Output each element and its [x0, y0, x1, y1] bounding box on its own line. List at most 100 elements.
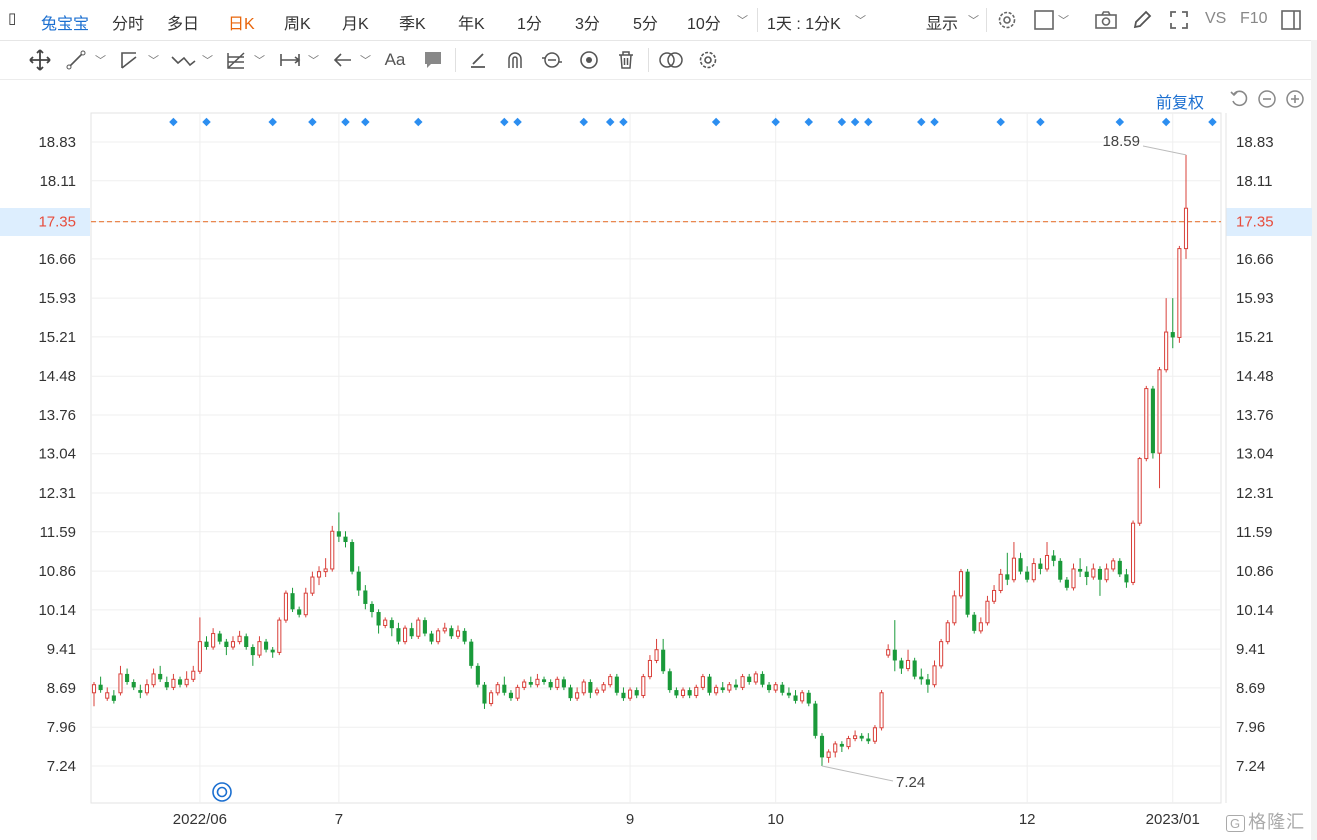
line-icon[interactable]	[63, 47, 89, 73]
candle	[111, 690, 116, 704]
candle-body	[839, 743, 844, 747]
candle	[978, 617, 983, 634]
chevron-down-icon[interactable]: ﹀	[254, 55, 265, 67]
period-tab-active[interactable]: 日K	[228, 16, 255, 33]
chevron-down-icon[interactable]: ﹀	[737, 15, 748, 27]
period-tab[interactable]: 季K	[399, 16, 426, 33]
reset-icon[interactable]	[1229, 89, 1249, 109]
magnet-icon[interactable]	[502, 47, 528, 73]
candle-body	[634, 690, 639, 696]
candle-body	[1104, 568, 1109, 581]
candle-body	[1131, 522, 1136, 583]
move-icon[interactable]	[27, 47, 53, 73]
chevron-down-icon[interactable]: ﹀	[360, 55, 371, 67]
trash-icon[interactable]	[613, 47, 639, 73]
candle	[1117, 558, 1122, 578]
period-tab[interactable]: 10分	[687, 16, 721, 33]
zoom-out-icon[interactable]	[1257, 89, 1277, 109]
period-tab[interactable]: 多日	[167, 16, 200, 33]
chevron-down-icon[interactable]: ﹀	[968, 15, 979, 27]
candle	[144, 679, 149, 696]
x-tick-label: 12	[1019, 811, 1036, 828]
candle-body	[614, 676, 619, 693]
vs-button[interactable]: VS	[1205, 10, 1227, 27]
candle-body	[687, 690, 692, 696]
candle	[628, 687, 633, 701]
pen-icon[interactable]	[1131, 9, 1153, 31]
event-marker-icon[interactable]	[211, 781, 233, 803]
candle-body	[985, 600, 990, 624]
adjust-mode-button[interactable]: 前复权	[1156, 95, 1205, 112]
period-tab[interactable]: 3分	[575, 16, 600, 33]
candle	[767, 682, 772, 693]
candle	[422, 617, 427, 637]
y-tick-label-left: 10.86	[38, 563, 76, 580]
stock-name[interactable]: 兔宝宝	[41, 16, 90, 33]
signal-marker	[864, 117, 873, 127]
pen-icon[interactable]	[465, 47, 491, 73]
settings-icon[interactable]	[695, 47, 721, 73]
candle	[177, 676, 183, 688]
candle-body	[581, 681, 586, 694]
signal-marker	[837, 117, 847, 127]
candle-body	[853, 735, 858, 740]
candle	[191, 665, 196, 683]
y-tick-label-left: 11.59	[40, 524, 76, 541]
y-tick-label-right: 11.59	[1236, 524, 1272, 541]
candle-body	[1044, 554, 1050, 570]
period-tab[interactable]: 月K	[342, 16, 369, 33]
candle-body	[1025, 571, 1030, 580]
f10-button[interactable]: F10	[1240, 10, 1268, 27]
fib-icon[interactable]	[223, 47, 249, 73]
period-tab[interactable]: 年K	[458, 16, 485, 33]
candle-body	[303, 592, 308, 616]
candle	[230, 636, 236, 650]
candle-body	[376, 612, 381, 626]
chevron-down-icon[interactable]: ﹀	[202, 55, 213, 67]
candle-body	[495, 684, 500, 694]
chevron-down-icon[interactable]: ﹀	[855, 15, 866, 27]
candle	[667, 668, 672, 693]
chevron-down-icon[interactable]: ﹀	[1058, 15, 1069, 27]
measure-icon[interactable]	[277, 47, 303, 73]
candle-body	[1111, 560, 1116, 570]
text-icon[interactable]: Aa	[384, 50, 406, 69]
period-tab[interactable]: 周K	[284, 16, 311, 33]
lock-icon[interactable]	[539, 47, 565, 73]
period-tab[interactable]: 分时	[112, 16, 145, 33]
channel-icon[interactable]	[116, 47, 142, 73]
chevron-down-icon[interactable]: ﹀	[148, 55, 159, 67]
candle-body	[740, 676, 745, 688]
settings-icon[interactable]	[996, 9, 1018, 31]
candle	[429, 630, 434, 645]
arrow-icon[interactable]	[330, 47, 356, 73]
comment-icon[interactable]	[420, 47, 446, 73]
scrollbar[interactable]	[1311, 40, 1317, 840]
candle-body	[1078, 568, 1083, 572]
display-menu[interactable]: 显示	[926, 16, 959, 33]
camera-icon[interactable]	[1094, 9, 1118, 31]
candle-body	[350, 542, 355, 572]
chevron-down-icon[interactable]: ﹀	[95, 55, 106, 67]
period-tab[interactable]: 5分	[633, 16, 658, 33]
candle	[204, 636, 209, 650]
fullscreen-icon[interactable]	[1168, 9, 1190, 31]
range-select[interactable]: 1天 : 1分K	[767, 16, 841, 33]
chevron-down-icon[interactable]: ﹀	[308, 55, 319, 67]
signal-marker	[996, 117, 1005, 127]
layout-icon[interactable]	[1033, 9, 1055, 31]
candle-body	[1137, 458, 1142, 524]
compare-icon[interactable]	[658, 47, 684, 73]
candle-body	[316, 571, 322, 578]
panel-toggle-icon[interactable]	[1280, 9, 1302, 31]
candle-body	[177, 679, 183, 685]
period-tab[interactable]: 1分	[517, 16, 542, 33]
zoom-in-icon[interactable]	[1285, 89, 1305, 109]
candle-body	[1011, 557, 1016, 581]
candle-body	[905, 659, 911, 670]
sidebar-toggle-icon[interactable]: ▯	[8, 10, 17, 27]
wave-icon[interactable]	[170, 47, 196, 73]
signal-marker	[202, 117, 211, 127]
eye-icon[interactable]	[576, 47, 602, 73]
